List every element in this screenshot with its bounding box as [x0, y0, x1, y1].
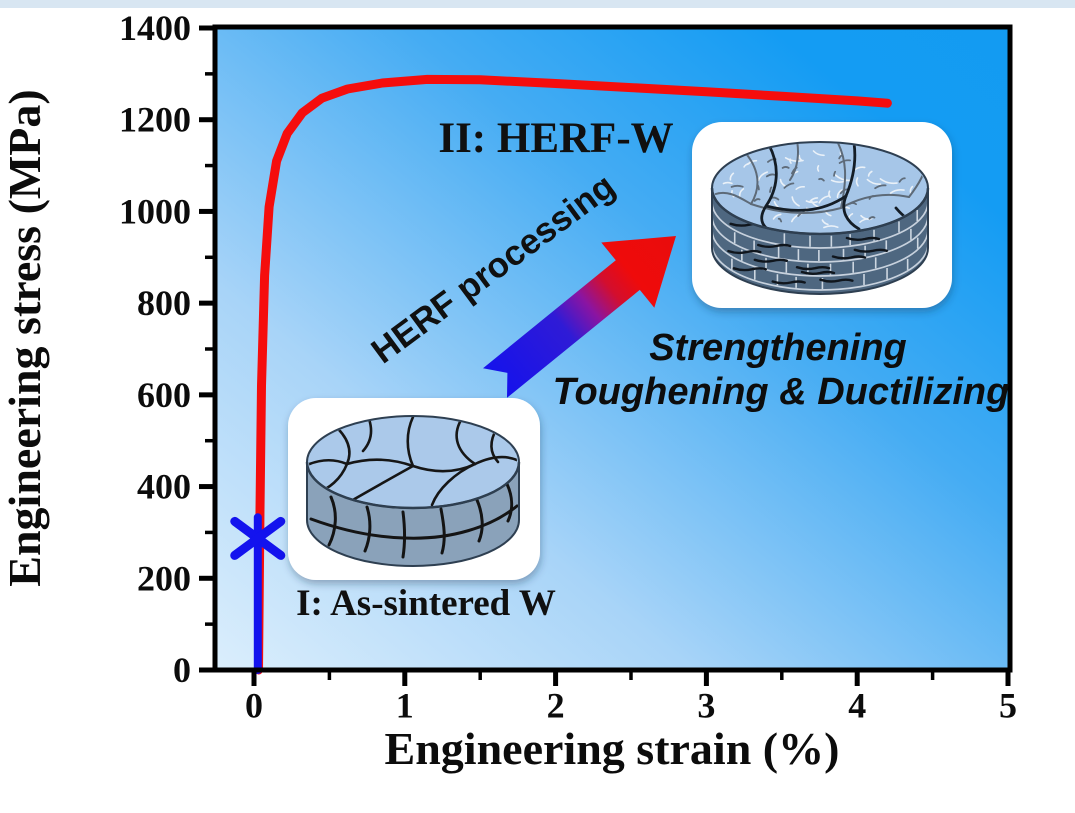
pancake-lamellae-texture [712, 201, 928, 291]
x-axis-title: Engineering strain (%) [385, 723, 840, 774]
y-axis-tick-label: 0 [173, 650, 191, 690]
x-axis-tick-label: 0 [245, 686, 263, 726]
x-axis: 0 1 2 3 4 5 [245, 670, 1017, 726]
as-sintered-curve-label: I: As-sintered W [296, 583, 556, 624]
benefit-label-line2: Toughening & Ductilizing [553, 371, 1010, 413]
y-axis-title: Engineering stress (MPa) [0, 89, 50, 586]
y-axis: 0 200 400 600 800 1000 1200 1400 [119, 8, 215, 690]
ii-herf-w-curve [254, 74, 892, 675]
x-axis-tick-label: 5 [999, 686, 1017, 726]
top-border-strip [0, 0, 1075, 8]
y-axis-tick-label: 1400 [119, 8, 191, 48]
y-axis-tick-label: 200 [137, 558, 191, 598]
coarse-grain-top-texture [309, 417, 517, 507]
y-axis-tick-label: 400 [137, 467, 191, 507]
y-axis-tick-label: 1200 [119, 100, 191, 140]
x-axis-tick-label: 4 [848, 686, 866, 726]
y-axis-tick-label: 800 [137, 283, 191, 323]
as-sintered-inset-card [288, 398, 540, 580]
x-axis-tick-label: 1 [396, 686, 414, 726]
data-series-layer [230, 74, 892, 675]
herf-w-disc-illustration [710, 141, 930, 295]
as-sintered-disc-illustration [305, 415, 521, 567]
x-axis-tick-label: 2 [547, 686, 565, 726]
benefit-label-line1: Strengthening [649, 327, 907, 369]
fracture-x-marker [230, 516, 286, 560]
coarse-grain-side-texture [309, 482, 519, 559]
herf-w-curve-label: II: HERF-W [438, 115, 673, 162]
herf-processing-arrow-icon [483, 236, 676, 398]
x-axis-tick-label: 3 [697, 686, 715, 726]
herf-w-inset-card [692, 122, 952, 308]
y-axis-tick-label: 1000 [119, 191, 191, 231]
y-axis-tick-label: 600 [137, 375, 191, 415]
